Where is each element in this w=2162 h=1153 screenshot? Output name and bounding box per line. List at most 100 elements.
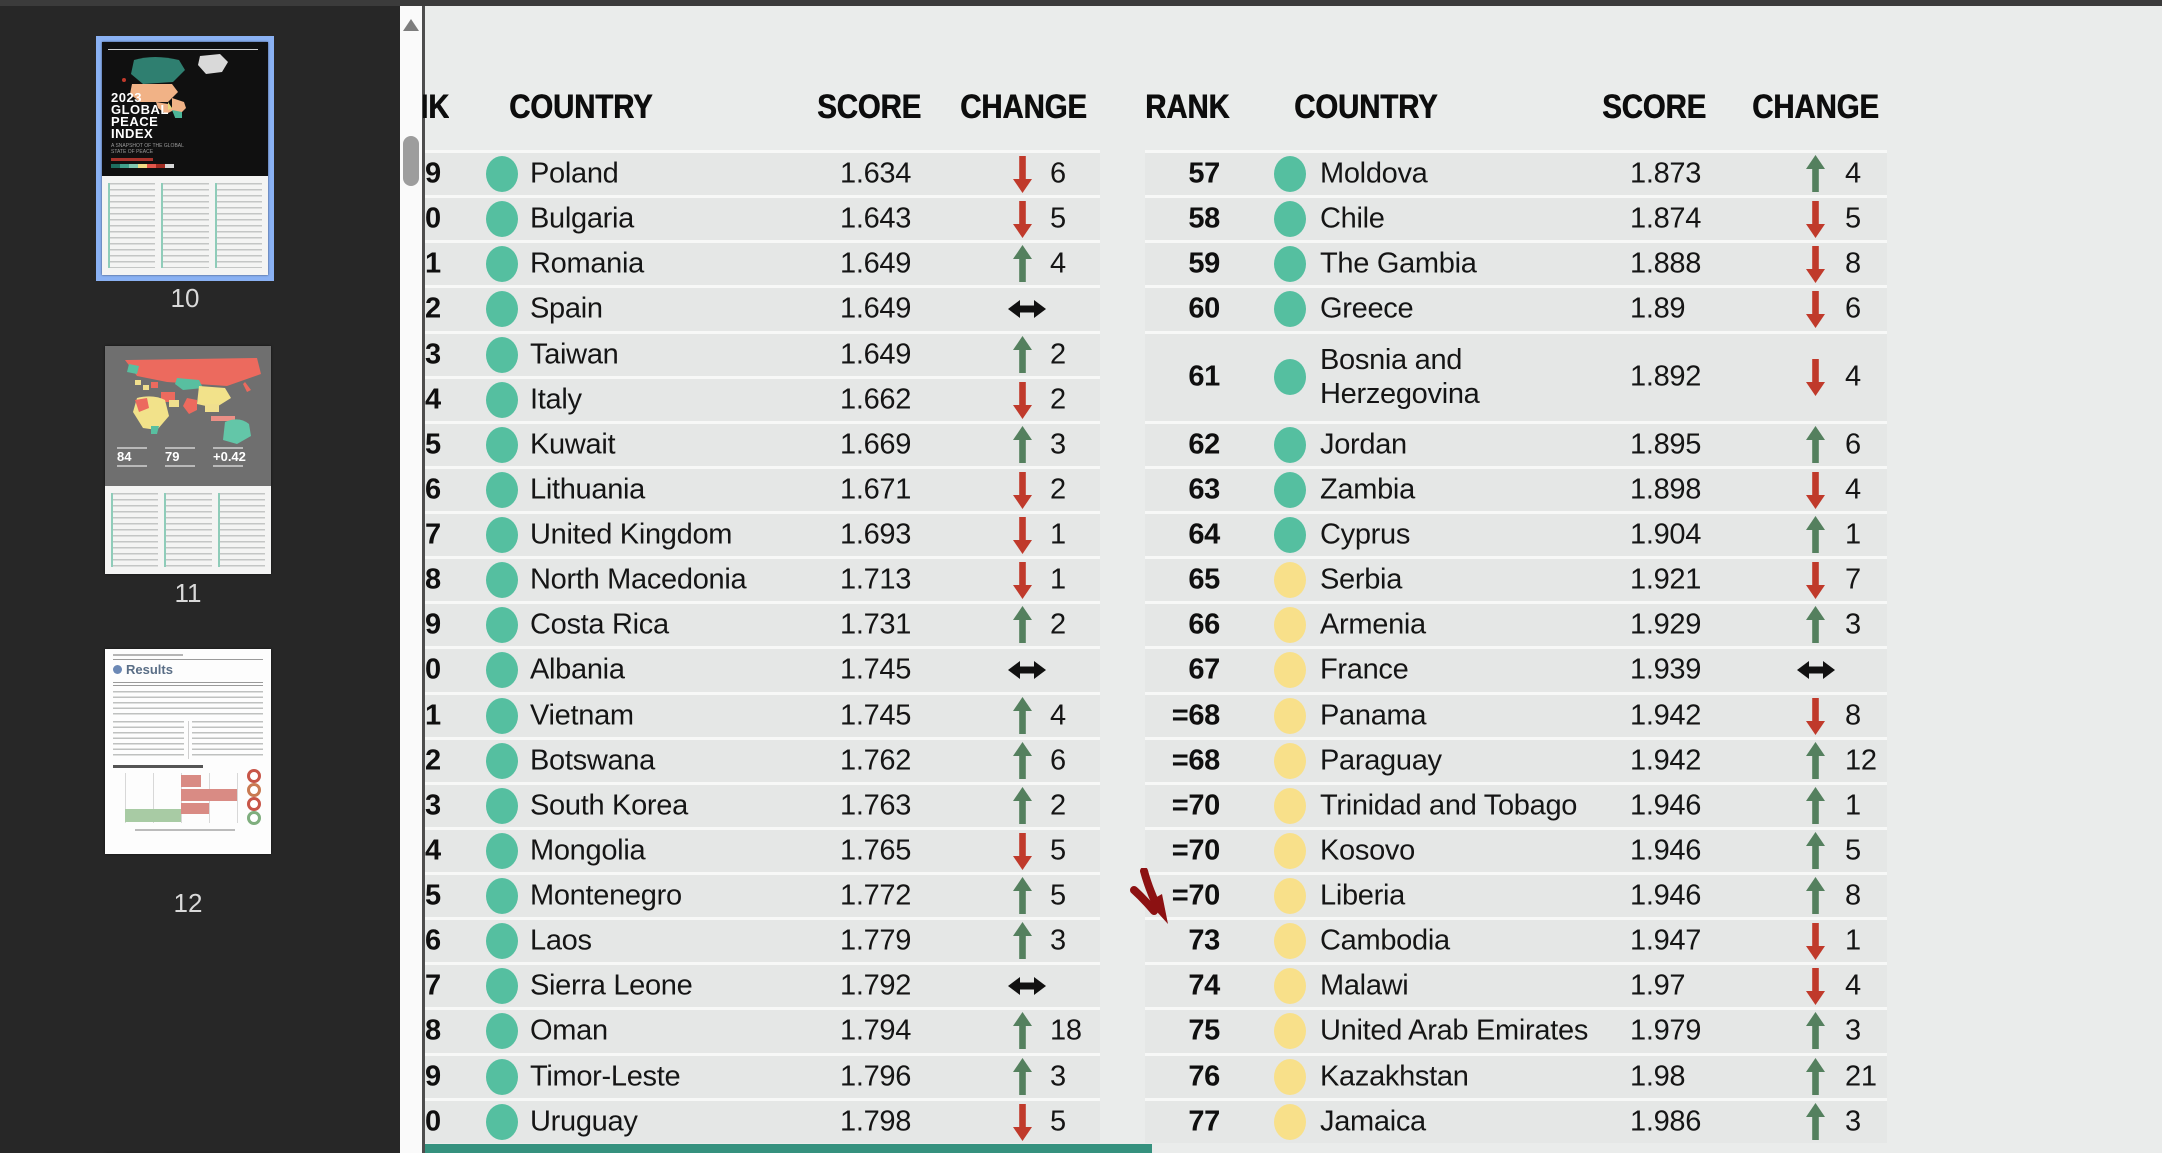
score-value: 1.946 bbox=[1630, 834, 1702, 867]
country-name: France bbox=[1320, 653, 1409, 686]
change-value: 2 bbox=[1050, 338, 1066, 371]
change-down-icon bbox=[1012, 832, 1033, 870]
table-row-moldova: 57 Moldova 1.873 4 bbox=[1145, 150, 1887, 196]
peace-level-dot bbox=[1274, 246, 1306, 283]
rank-value: 64 bbox=[1188, 518, 1220, 551]
country-name: Malawi bbox=[1320, 969, 1409, 1002]
cover-title: 2023 GLOBAL PEACE INDEX bbox=[111, 90, 169, 141]
change-down-icon bbox=[1012, 516, 1033, 555]
change-up-icon bbox=[1012, 1012, 1033, 1050]
peace-level-dot bbox=[486, 1013, 518, 1050]
table-row-poland: 9 Poland 1.634 6 bbox=[425, 150, 1100, 196]
peace-level-dot bbox=[1274, 832, 1306, 869]
table-row-paraguay: =68 Paraguay 1.942 12 bbox=[1145, 736, 1887, 782]
page-thumbnail-10[interactable]: 2023 GLOBAL PEACE INDEX A SNAPSHOT OF TH… bbox=[96, 36, 274, 281]
table-row-malawi: 74 Malawi 1.97 4 bbox=[1145, 962, 1887, 1008]
peace-level-dot bbox=[486, 246, 518, 283]
rank-value: 8 bbox=[425, 1014, 441, 1047]
score-value: 1.874 bbox=[1630, 202, 1702, 235]
peace-level-dot bbox=[1274, 968, 1306, 1005]
change-up-icon bbox=[1805, 741, 1826, 780]
country-name: Trinidad and Tobago bbox=[1320, 789, 1578, 822]
rank-value: 9 bbox=[425, 1060, 441, 1093]
table-row-united-arab-emirates: 75 United Arab Emirates 1.979 3 bbox=[1145, 1007, 1887, 1053]
country-name: Kazakhstan bbox=[1320, 1060, 1469, 1093]
score-value: 1.643 bbox=[840, 202, 912, 235]
country-name: Vietnam bbox=[530, 699, 634, 732]
score-value: 1.921 bbox=[1630, 563, 1702, 596]
peace-level-dot bbox=[486, 562, 518, 599]
scroll-up-arrow-icon[interactable] bbox=[403, 19, 419, 31]
change-up-icon bbox=[1805, 1012, 1826, 1050]
peace-level-dot bbox=[1274, 607, 1306, 644]
content-divider bbox=[422, 6, 425, 1153]
column-header-change: CHANGE bbox=[1752, 88, 1879, 126]
change-value: 4 bbox=[1845, 157, 1861, 190]
column-header-country: COUNTRY bbox=[509, 88, 653, 126]
score-value: 1.772 bbox=[840, 879, 912, 912]
score-value: 1.649 bbox=[840, 292, 912, 325]
rank-value: 67 bbox=[1188, 653, 1220, 686]
scrollbar-thumb[interactable] bbox=[403, 136, 419, 186]
score-value: 1.796 bbox=[840, 1060, 912, 1093]
rank-value: 6 bbox=[425, 924, 441, 957]
table-row-timor-leste: 9 Timor-Leste 1.796 3 bbox=[425, 1052, 1100, 1098]
change-value: 1 bbox=[1050, 518, 1066, 551]
thumbnail-cover-page: 2023 GLOBAL PEACE INDEX A SNAPSHOT OF TH… bbox=[102, 42, 268, 275]
country-name: Kuwait bbox=[530, 428, 616, 461]
change-value: 7 bbox=[1845, 563, 1861, 596]
change-down-icon bbox=[1012, 471, 1033, 509]
country-name: Chile bbox=[1320, 202, 1385, 235]
table-row-panama: =68 Panama 1.942 8 bbox=[1145, 691, 1887, 737]
change-down-icon bbox=[1805, 697, 1826, 735]
peace-level-dot bbox=[1274, 562, 1306, 599]
page-thumbnail-12[interactable]: Results bbox=[105, 649, 271, 854]
change-value: 4 bbox=[1845, 969, 1861, 1002]
map-summary-stats: 84 79 +0.42 bbox=[117, 446, 246, 468]
change-up-icon bbox=[1012, 245, 1033, 283]
change-same-icon bbox=[1008, 975, 1046, 997]
score-value: 1.946 bbox=[1630, 879, 1702, 912]
thumbnail-page-number: 10 bbox=[170, 283, 200, 313]
country-name: Sierra Leone bbox=[530, 969, 693, 1002]
table-row-north-macedonia: 8 North Macedonia 1.713 1 bbox=[425, 556, 1100, 602]
score-value: 1.649 bbox=[840, 338, 912, 371]
sidebar-scrollbar[interactable] bbox=[400, 6, 422, 1153]
change-same-icon bbox=[1008, 298, 1046, 320]
thumbnail-page-number: 12 bbox=[173, 888, 203, 918]
country-name: Jamaica bbox=[1320, 1105, 1426, 1138]
rank-value: 76 bbox=[1188, 1060, 1220, 1093]
change-value: 2 bbox=[1050, 383, 1066, 416]
country-name: Greece bbox=[1320, 292, 1414, 325]
rank-value: 58 bbox=[1188, 202, 1220, 235]
change-down-icon bbox=[1805, 245, 1826, 284]
score-value: 1.98 bbox=[1630, 1060, 1686, 1093]
country-name: Armenia bbox=[1320, 608, 1426, 641]
change-down-icon bbox=[1012, 1103, 1033, 1141]
change-value: 6 bbox=[1845, 428, 1861, 461]
country-name: Cambodia bbox=[1320, 924, 1450, 957]
change-up-icon bbox=[1805, 1102, 1826, 1141]
rank-value: 7 bbox=[425, 969, 441, 1002]
peace-level-dot bbox=[486, 968, 518, 1005]
table-row-albania: 0 Albania 1.745 bbox=[425, 646, 1100, 692]
cover-rule bbox=[108, 49, 258, 50]
peace-level-dot bbox=[1274, 787, 1306, 824]
rank-value: 0 bbox=[425, 1105, 441, 1138]
score-value: 1.873 bbox=[1630, 157, 1702, 190]
rank-value: 9 bbox=[425, 157, 441, 190]
table-row-bulgaria: 0 Bulgaria 1.643 5 bbox=[425, 195, 1100, 241]
change-value: 1 bbox=[1845, 789, 1861, 822]
score-value: 1.693 bbox=[840, 518, 912, 551]
results-bullet-icon bbox=[113, 665, 122, 674]
change-value: 8 bbox=[1845, 699, 1861, 732]
score-value: 1.798 bbox=[840, 1105, 912, 1138]
table-row-bosnia-and-herzegovina: 61 Bosnia and Herzegovina 1.892 4 bbox=[1145, 330, 1887, 421]
change-up-icon bbox=[1012, 335, 1033, 374]
score-value: 1.89 bbox=[1630, 292, 1686, 325]
table-row-armenia: 66 Armenia 1.929 3 bbox=[1145, 601, 1887, 647]
score-value: 1.97 bbox=[1630, 969, 1686, 1002]
peace-level-dot bbox=[486, 923, 518, 960]
country-name: Lithuania bbox=[530, 473, 646, 506]
page-thumbnail-11[interactable]: 84 79 +0.42 bbox=[105, 346, 271, 574]
